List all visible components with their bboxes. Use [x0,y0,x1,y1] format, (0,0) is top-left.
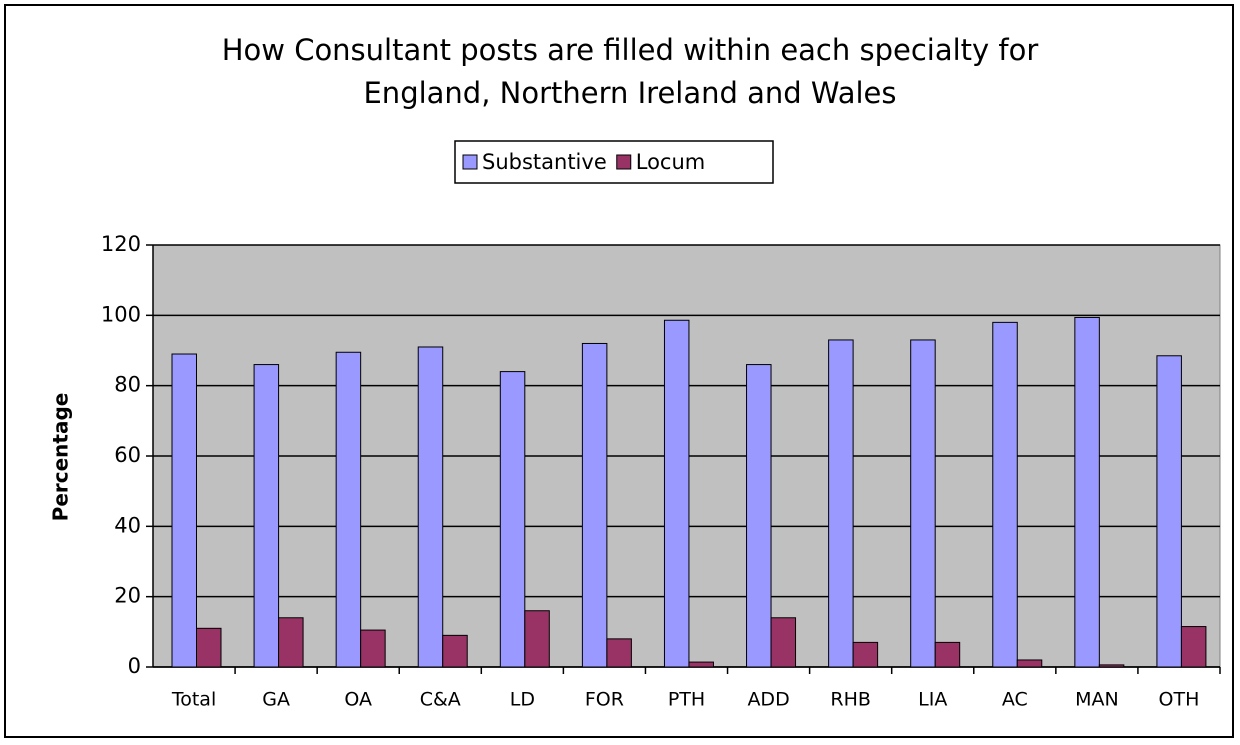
bar [934,641,961,668]
y-tick-label: 60 [114,443,141,467]
bar [746,364,772,668]
bar [1156,355,1182,668]
x-tick-label: LD [510,689,535,711]
chart-title: England, Northern Ireland and Wales [363,76,896,110]
x-tick-label: GA [262,689,290,711]
y-tick-label: 40 [114,513,141,537]
legend-swatch [462,154,478,170]
bar [253,364,280,668]
bar [581,342,608,668]
x-tick-label: OTH [1159,689,1200,711]
x-tick-label: AC [1002,689,1028,711]
bar [688,661,714,668]
x-tick-label: RHB [830,689,871,711]
x-tick-label: OA [344,689,372,711]
y-tick-label: 100 [101,302,141,326]
x-tick-label: FOR [585,689,624,711]
x-tick-label: LIA [918,689,947,711]
bar [278,617,304,668]
y-tick-label: 0 [128,654,141,678]
bar [360,629,386,668]
x-tick-label: PTH [668,689,705,711]
bar [828,339,854,668]
bar [1180,626,1207,668]
bar [442,634,468,668]
x-tick-label: ADD [747,689,789,711]
legend-label: Locum [636,150,706,174]
bar [852,641,879,668]
bar [1074,316,1100,668]
bar [499,371,526,668]
legend-label: Substantive [482,150,607,174]
legend-swatch [616,154,632,170]
y-axis-title: Percentage [49,393,73,522]
x-tick-label: Total [171,689,216,711]
bar [335,351,362,668]
bar [910,339,936,668]
bar [663,319,690,668]
x-tick-label: C&A [420,689,461,711]
y-tick-label: 120 [101,232,141,256]
bar [606,638,632,668]
bar [417,346,444,668]
bar [1016,659,1043,668]
bar [196,627,222,668]
legend-box [454,140,774,184]
y-tick-label: 80 [114,373,141,397]
x-tick-label: MAN [1075,689,1119,711]
bar [770,617,797,668]
bar [524,610,550,668]
y-tick-label: 20 [114,584,141,608]
bar [992,321,1018,668]
chart-title: How Consultant posts are filled within e… [222,33,1039,67]
bar [1098,664,1125,668]
bar [171,353,197,668]
